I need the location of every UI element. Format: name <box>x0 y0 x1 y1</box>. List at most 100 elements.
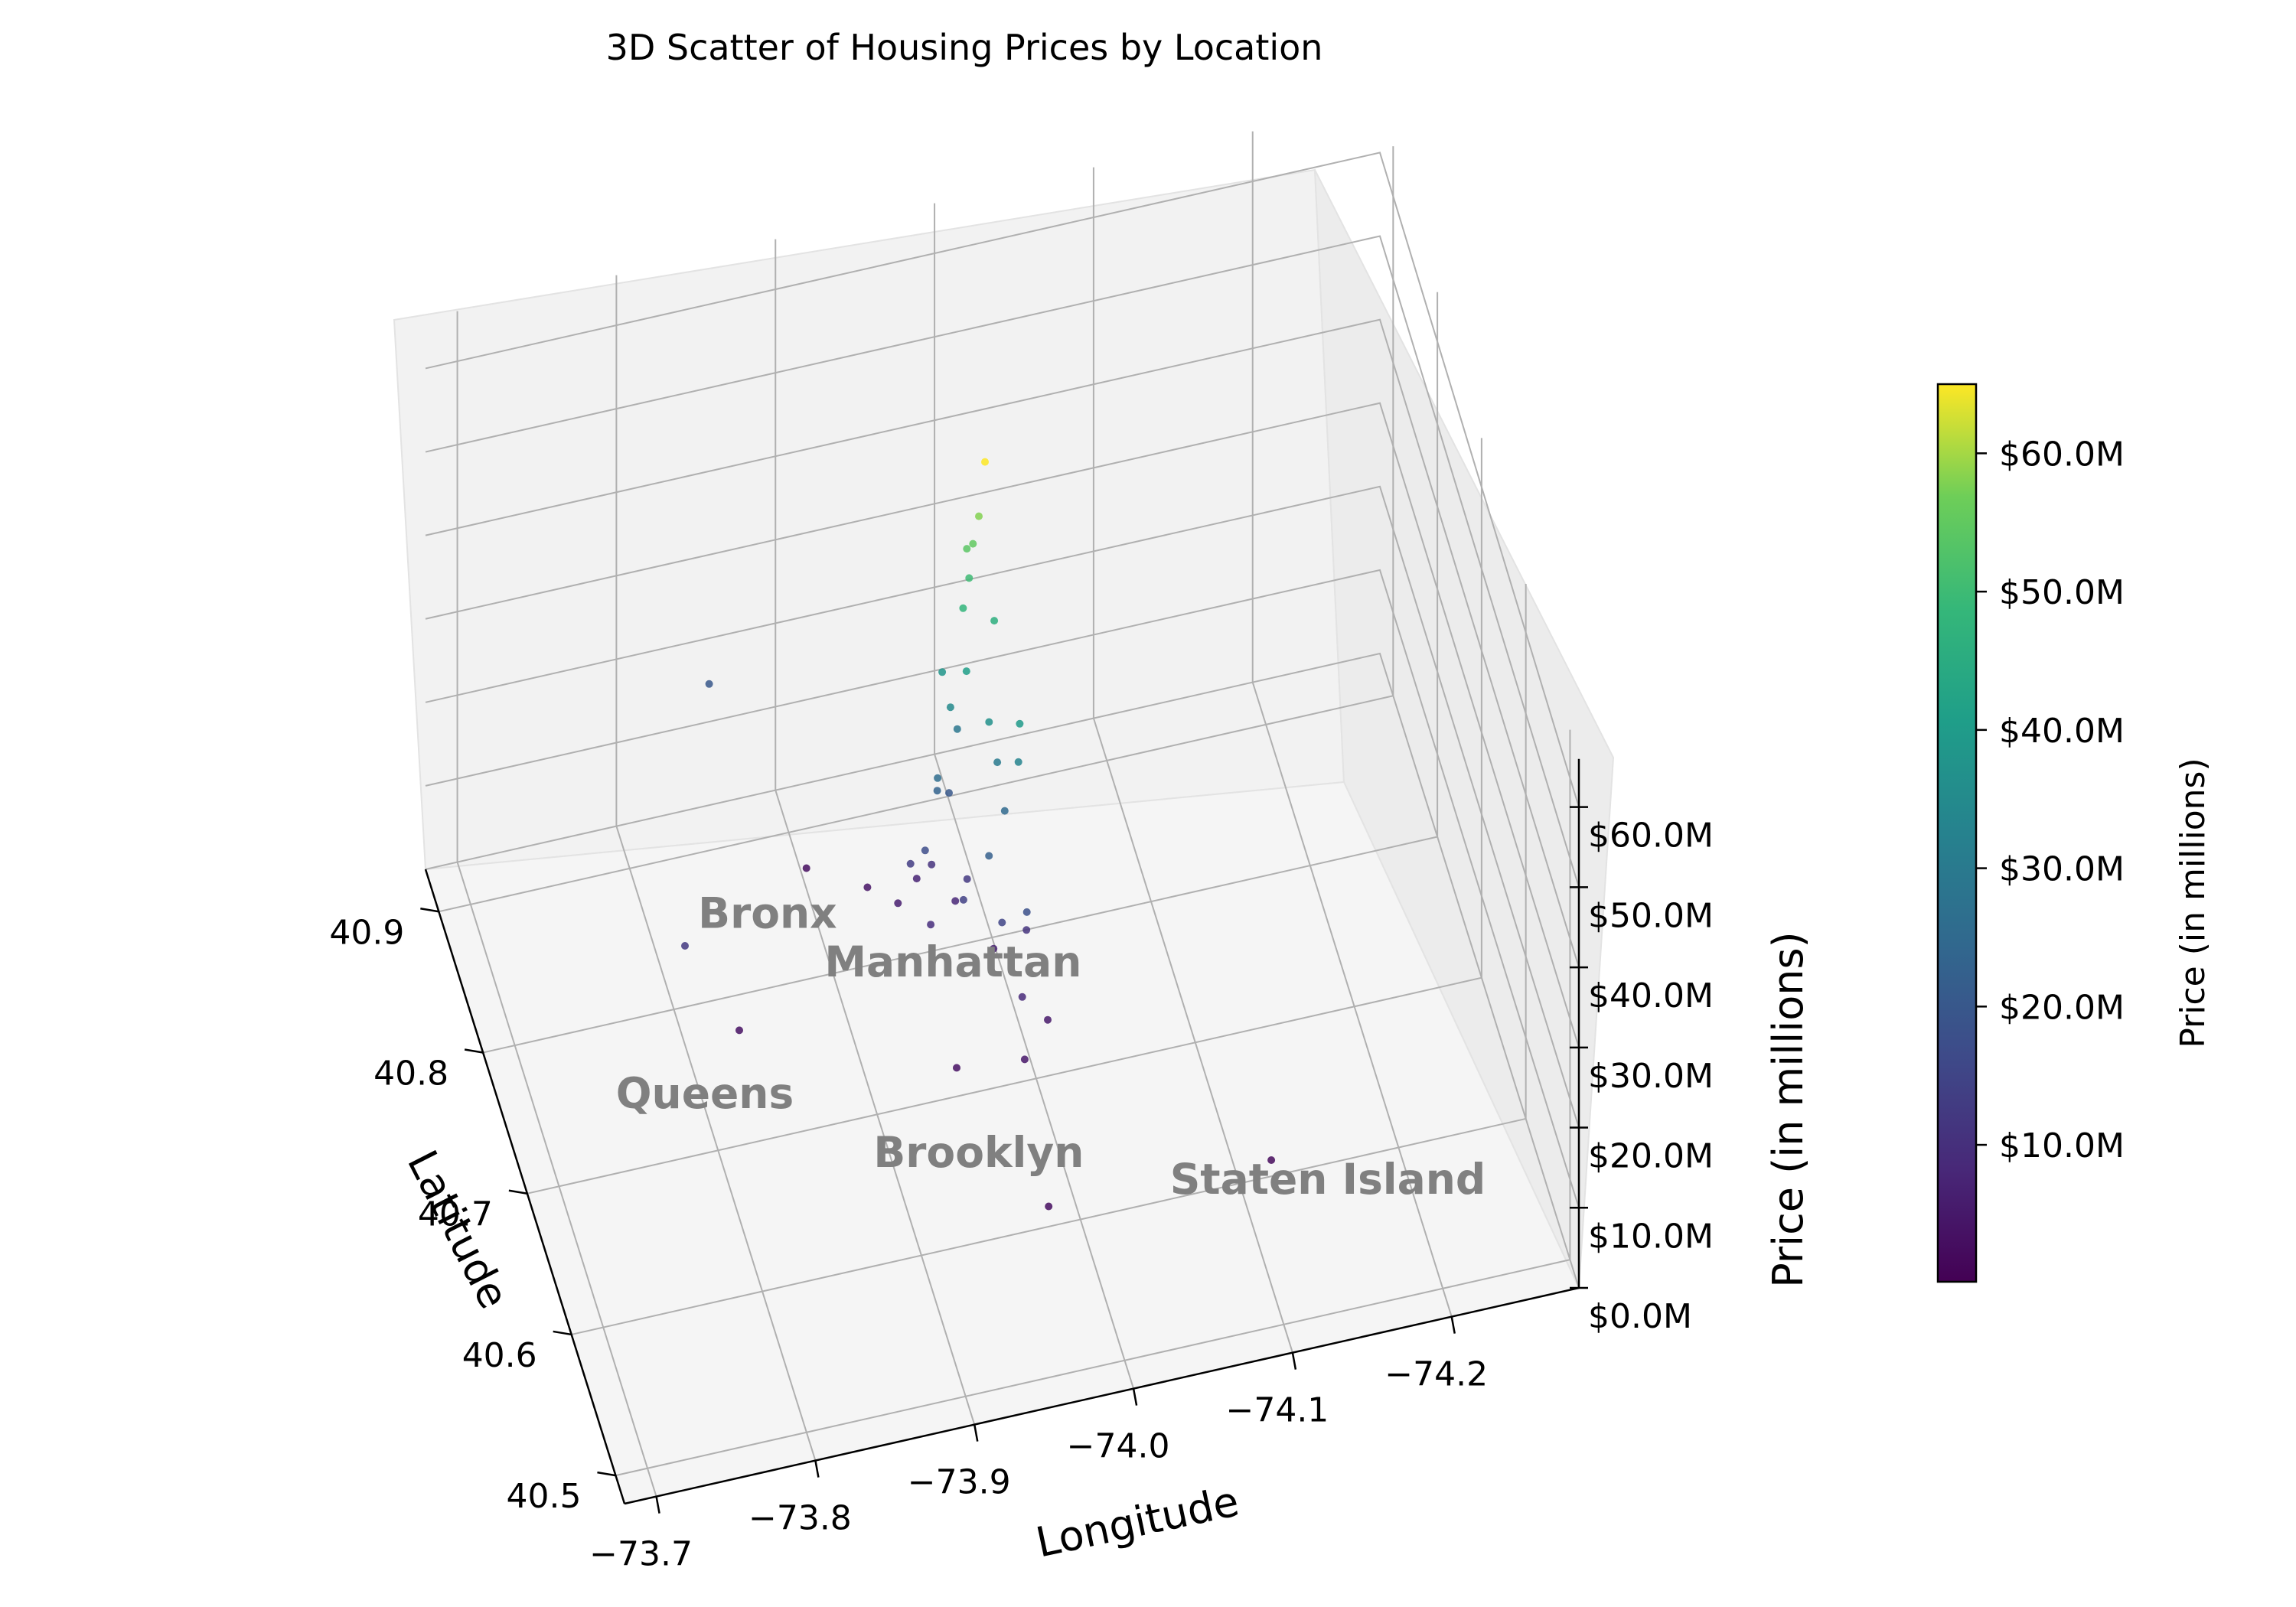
scatter-point <box>959 604 967 612</box>
scatter-point <box>1020 1055 1029 1064</box>
scatter-point <box>1044 1015 1052 1024</box>
borough-label: Staten Island <box>1170 1155 1486 1204</box>
z-tick-label: $50.0M <box>1588 896 1714 935</box>
scatter-point <box>928 860 936 869</box>
scatter-point <box>969 539 977 548</box>
scatter-point <box>998 918 1006 927</box>
scatter-point <box>681 942 689 950</box>
borough-label: Bronx <box>698 889 837 938</box>
scatter-point <box>1000 807 1009 815</box>
scatter-point <box>985 852 993 860</box>
z-tick-label: $60.0M <box>1588 817 1714 856</box>
scatter-point <box>981 458 989 466</box>
x-tick-mark <box>1291 1352 1297 1370</box>
grid-line-x <box>456 862 657 1497</box>
scatter-point <box>1016 719 1024 728</box>
borough-label: Manhattan <box>824 937 1081 986</box>
grid-line-z <box>425 485 1580 1128</box>
grid-line-z <box>425 652 1580 1289</box>
grid-line-x <box>1092 718 1293 1353</box>
colorbar-tick-label: $20.0M <box>1999 988 2125 1027</box>
scatter-point <box>951 897 960 905</box>
scatter-point <box>1022 908 1031 916</box>
x-tick-mark <box>814 1460 820 1478</box>
chart-title: 3D Scatter of Housing Prices by Location <box>606 27 1323 68</box>
z-tick-label: $40.0M <box>1588 976 1714 1015</box>
x-tick-label: −73.8 <box>748 1499 852 1538</box>
scatter-point <box>927 921 935 929</box>
x-axis-line <box>624 1286 1580 1505</box>
scatter-point <box>990 617 999 625</box>
z-axis-label: Price (in millions) <box>1764 931 1812 1287</box>
scatter-point <box>863 883 872 892</box>
scatter-point <box>985 718 993 726</box>
z-tick-label: $30.0M <box>1588 1057 1714 1096</box>
scatter-point <box>953 1064 960 1072</box>
grid-line-y <box>615 1259 1570 1477</box>
colorbar-tick-label: $40.0M <box>1999 712 2125 751</box>
y-tick-mark <box>464 1048 484 1054</box>
scatter-point <box>990 944 998 953</box>
grid-line-x <box>615 826 817 1461</box>
scatter-point <box>938 668 947 676</box>
y-tick-label: 40.9 <box>329 913 404 952</box>
scatter-point <box>946 703 954 712</box>
grid-line-x <box>934 754 1135 1389</box>
x-tick-mark <box>1450 1316 1456 1334</box>
scatter-point <box>963 545 971 553</box>
grid-line-y <box>439 695 1394 913</box>
scatter-points <box>681 458 1276 1211</box>
z-tick-label: $0.0M <box>1588 1297 1692 1336</box>
y-axis-line <box>424 869 626 1504</box>
grid-lines <box>425 131 1580 1497</box>
colorbar-gradient <box>1936 383 1978 1283</box>
y-tick-mark <box>508 1189 528 1195</box>
colorbar-label: Price (in millions) <box>2174 758 2213 1048</box>
scatter-point <box>1018 993 1026 1001</box>
y-tick-label: 40.7 <box>418 1195 493 1234</box>
scatter-point <box>705 680 713 688</box>
scatter-point <box>1045 1202 1053 1211</box>
scatter-point <box>963 875 971 883</box>
y-axis-label: Latitude <box>398 1143 518 1316</box>
colorbar-tick-label: $60.0M <box>1999 435 2125 474</box>
y-tick-label: 40.6 <box>462 1336 537 1375</box>
scatter-point <box>962 667 970 676</box>
x-tick-mark <box>974 1424 979 1442</box>
borough-label: Brooklyn <box>873 1128 1084 1177</box>
scatter-point <box>912 875 921 883</box>
z-tick-label: $10.0M <box>1588 1217 1714 1256</box>
x-axis-label: Longitude <box>1032 1477 1243 1566</box>
scatter-point <box>933 787 941 795</box>
y-tick-mark <box>597 1471 616 1477</box>
x-tick-label: −73.7 <box>589 1535 693 1574</box>
scatter-point <box>934 774 942 782</box>
scatter-point <box>975 512 983 520</box>
scatter-point <box>921 846 929 855</box>
y-tick-mark <box>553 1330 572 1336</box>
scatter-point <box>965 574 974 582</box>
scatter-point <box>993 758 1002 767</box>
scatter-point <box>945 789 953 797</box>
scatter-point <box>906 859 915 868</box>
scatter-point <box>735 1026 743 1035</box>
grid-line-y <box>527 976 1482 1195</box>
axes: −73.7 −73.8 −73.9 −74.0 −74.1 −74.2 40.5 40.6 40… <box>329 758 1714 1574</box>
y-tick-label: 40.8 <box>373 1054 448 1093</box>
x-tick-label: −73.9 <box>908 1463 1011 1502</box>
z-tick-label: $20.0M <box>1588 1137 1714 1176</box>
grid-line-z <box>425 402 1580 1048</box>
grid-line-z <box>425 318 1580 968</box>
scatter-point <box>1014 758 1022 766</box>
colorbar-tick-label: $30.0M <box>1999 850 2125 889</box>
back-wall-pane <box>393 168 1345 871</box>
colorbar-tick-label: $50.0M <box>1999 573 2125 612</box>
x-tick-label: −74.1 <box>1225 1391 1329 1430</box>
grid-line-y <box>482 836 1438 1054</box>
grid-line-x <box>775 790 976 1425</box>
grid-line-y <box>571 1117 1526 1335</box>
grid-line-z <box>425 569 1580 1208</box>
scatter-point <box>953 725 961 733</box>
